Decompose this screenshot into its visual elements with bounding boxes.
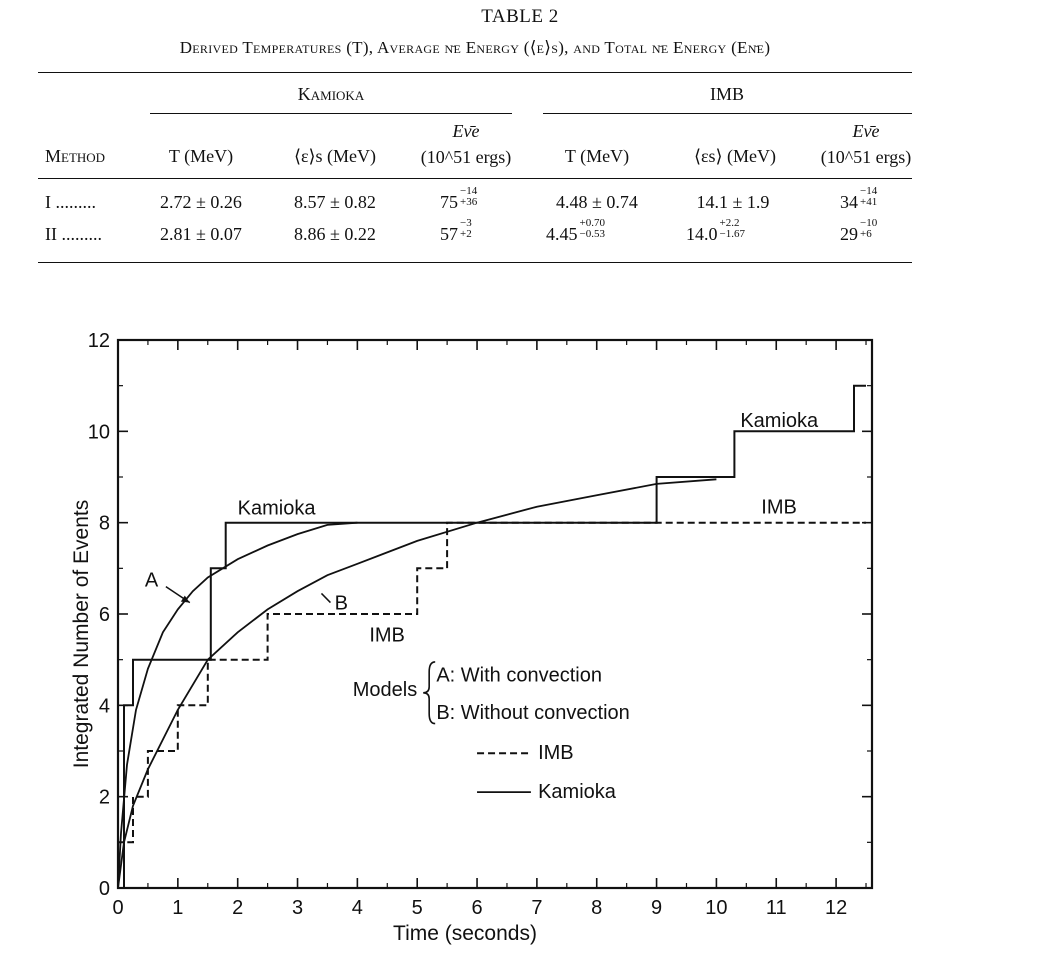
row-2-imb-eps-val: 14.0	[686, 224, 718, 244]
row-2-imb-T: 4.45 +0.70 −0.53	[546, 217, 605, 245]
x-tick-label-5: 5	[412, 897, 423, 919]
row-1-imb-E-val: 34	[840, 192, 858, 212]
row-2-imb-E-sub: +6	[860, 228, 872, 240]
col-header-imb-T: T (MeV)	[564, 146, 630, 166]
legend-kamioka-label: Kamioka	[538, 781, 617, 803]
row-2-kamioka-eps: 8.86 ± 0.22	[294, 224, 376, 244]
x-tick-label-1: 1	[172, 897, 183, 919]
row-1-imb-E: 34 −14 +41	[840, 185, 878, 213]
legend-models-label: Models	[353, 679, 417, 701]
annotation-arrow-b	[320, 592, 331, 604]
row-1-kamioka-eps: 8.57 ± 0.82	[294, 192, 376, 212]
row-2-kamioka-E: 57 −3 +2	[440, 217, 472, 245]
row-1-imb-eps-val: 14.1 ± 1.9	[696, 192, 770, 212]
y-tick-label-5: 10	[88, 421, 110, 443]
table-bottom-rule	[38, 262, 912, 264]
row-2-imb-T-sup: +0.70	[579, 217, 605, 229]
row-1-imb-T-val: 4.48 ± 0.74	[556, 192, 638, 212]
x-tick-label-3: 3	[292, 897, 303, 919]
row-2-imb-E: 29 −10 +6	[840, 217, 878, 245]
row-1-kamioka-E-sub: +36	[460, 196, 478, 208]
col-header-imb-E: Eν̄e (10^51 ergs)	[821, 122, 912, 166]
row-2-kamioka-E-val: 57	[440, 224, 458, 244]
table-top-rule	[38, 72, 912, 74]
col-header-imb-eps: ⟨εs⟩ (MeV)	[693, 146, 777, 166]
annotation-label-a: A	[145, 570, 159, 592]
x-tick-label-2: 2	[232, 897, 243, 919]
annotation-imb-right: IMB	[761, 497, 797, 519]
y-tick-label-4: 8	[99, 513, 110, 535]
x-axis-label: Time (seconds)	[393, 922, 537, 945]
row-2-imb-T-val: 4.45	[546, 224, 578, 244]
x-tick-label-6: 6	[471, 897, 482, 919]
x-tick-label-11: 11	[766, 897, 787, 919]
row-1-kamioka-E: 75 −14 +36	[440, 185, 478, 213]
col-header-kamioka-E-top: Eν̄e	[452, 121, 480, 141]
y-tick-label-6: 12	[88, 330, 110, 352]
annotation-arrowhead-a	[180, 595, 190, 603]
row-1-imb-E-sub: +41	[860, 196, 878, 208]
imb-rule	[543, 113, 912, 115]
row-2-kamioka-E-sub: +2	[460, 228, 472, 240]
x-tick-label-9: 9	[651, 897, 662, 919]
table-header-rule	[38, 178, 912, 180]
row-2-imb-E-val: 29	[840, 224, 858, 244]
row-2-imb-T-sub: −0.53	[579, 228, 605, 240]
col-header-method: Method	[45, 146, 106, 166]
table-2: TABLE 2 Derived Temperatures (T), Averag…	[0, 0, 1040, 270]
x-tick-label-4: 4	[352, 897, 363, 919]
x-tick-label-7: 7	[531, 897, 542, 919]
annotation-kamioka-upper: Kamioka	[740, 410, 819, 432]
x-tick-label-8: 8	[591, 897, 602, 919]
row-1-imb-eps: 14.1 ± 1.9	[697, 192, 770, 213]
row-1-kamioka-E-sup: −14	[460, 185, 478, 197]
row-2-imb-eps-sub: −1.67	[719, 228, 745, 240]
y-axis-label: Integrated Number of Events	[70, 500, 93, 768]
y-tick-label-1: 2	[99, 787, 110, 809]
series-b-line	[117, 478, 717, 889]
row-2-imb-E-sup: −10	[860, 217, 878, 229]
annotation-imb-mid: IMB	[369, 624, 405, 646]
annotation-label-b: B	[335, 592, 348, 614]
col-header-imb-E-bottom: (10^51 ergs)	[820, 147, 912, 167]
y-tick-label-0: 0	[99, 878, 110, 900]
row-2-kamioka-E-sup: −3	[460, 217, 472, 229]
legend-entry-b: B: Without convection	[436, 702, 629, 724]
legend-brace	[423, 661, 436, 725]
col-header-kamioka-E: Eν̄e (10^51 ergs)	[421, 122, 512, 166]
legend-entry-a: A: With convection	[436, 665, 602, 687]
row-1-kamioka-E-val: 75	[440, 192, 458, 212]
row-2-imb-eps: 14.0 +2.2 −1.67	[686, 217, 745, 245]
series-imb-line	[117, 521, 866, 888]
col-header-imb-E-top: Eν̄e	[852, 121, 880, 141]
y-tick-label-3: 6	[99, 604, 110, 626]
group-kamioka-header: Kamioka	[297, 84, 365, 104]
series-kamioka-line	[118, 384, 866, 889]
kamioka-rule	[150, 113, 512, 115]
row-2-method: II .........	[45, 224, 102, 244]
legend-imb-label: IMB	[538, 742, 574, 764]
table-caption: Derived Temperatures (T), Average ν̄e En…	[179, 38, 771, 57]
row-1-imb-T: 4.48 ± 0.74	[556, 192, 638, 213]
table-title: TABLE 2	[481, 6, 559, 27]
col-header-kamioka-E-bottom: (10^51 ergs)	[420, 147, 512, 167]
group-imb-header: IMB	[709, 84, 745, 104]
row-2-kamioka-T: 2.81 ± 0.07	[160, 224, 242, 244]
row-1-method: I .........	[45, 192, 96, 212]
x-tick-label-0: 0	[112, 897, 123, 919]
annotation-kamioka-left: Kamioka	[238, 497, 317, 519]
x-tick-label-12: 12	[825, 897, 847, 919]
y-tick-label-2: 4	[99, 695, 110, 717]
row-2-imb-eps-sup: +2.2	[719, 217, 740, 229]
row-1-kamioka-T: 2.72 ± 0.26	[160, 192, 242, 212]
row-1-imb-E-sup: −14	[860, 185, 878, 197]
col-header-kamioka-T: T (MeV)	[168, 146, 234, 166]
col-header-kamioka-eps: ⟨ε⟩s (MeV)	[293, 146, 377, 166]
x-tick-label-10: 10	[705, 897, 727, 919]
